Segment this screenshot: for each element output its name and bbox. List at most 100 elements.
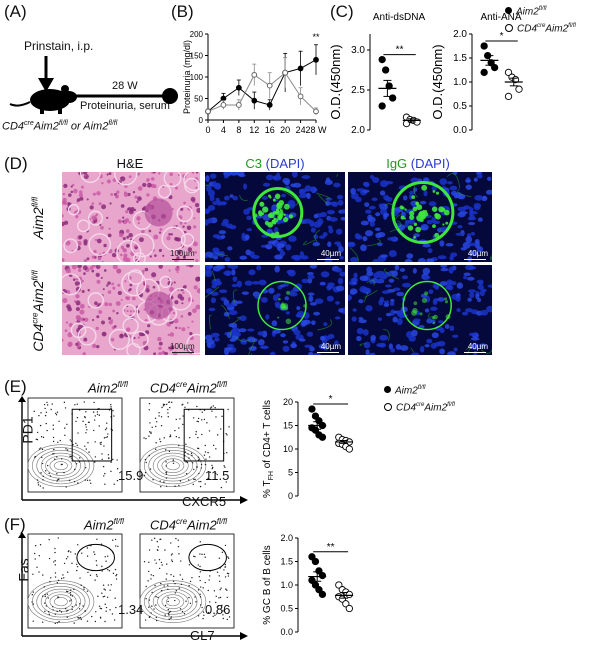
flow-event [46,401,48,404]
dapi-nucleus [229,172,238,176]
dapi-nucleus [365,209,372,214]
flow-event [207,611,210,614]
b-x-tick-label: 20 [280,125,290,135]
flow-event [167,416,169,418]
dapi-nucleus [457,224,463,229]
flow-event [198,575,200,578]
dapi-nucleus [327,241,332,248]
flow-event [76,403,78,405]
flow-event [219,596,222,599]
dot-y-tick-label: 0.0 [280,627,293,637]
flow-event [106,436,109,438]
legend-top: Aim2fl/fl CD4creAim2fl/fl [505,2,576,37]
he-nucleus [158,341,163,346]
fitc-signal [438,206,445,213]
dapi-nucleus [359,275,369,282]
flow-event [98,425,100,427]
he-nucleus [193,285,198,290]
flow-event [45,605,48,607]
dapi-nucleus [239,255,248,260]
dapi-nucleus [218,230,227,235]
dapi-nucleus [470,232,476,236]
flow-event [60,611,63,613]
he-nucleus [124,280,127,283]
flow-event [197,615,200,617]
dapi-nucleus [282,345,290,352]
flow-event [56,473,58,475]
he-tubule [108,328,130,350]
flow-contour [165,597,180,607]
flow-event [100,443,102,446]
dapi-nucleus [424,344,430,348]
flow-event [200,604,202,606]
flow-contour [152,452,193,479]
he-nucleus [96,344,100,349]
dapi-nucleus [252,291,261,298]
he-nucleus [76,316,82,322]
fitc-membrane [235,336,251,342]
flow-event [110,406,112,408]
dapi-nucleus [439,327,445,334]
he-nucleus [189,332,193,336]
timeline-endpoint [162,88,178,104]
he-nucleus [75,215,79,219]
c3-micrograph: 40µm [205,172,345,262]
dapi-nucleus [205,265,210,269]
he-nucleus [76,240,82,246]
fitc-signal [435,191,440,195]
flow-event [54,412,57,415]
flow-event [170,616,173,618]
dapi-nucleus [206,339,215,345]
flow-event [104,556,106,558]
flow-event [105,427,108,429]
flow-event [166,573,168,575]
dapi-nucleus [480,309,489,316]
fitc-membrane [366,280,375,286]
dot-y-axis-label: O.D.(450nm) [330,44,343,119]
he-nucleus [180,315,184,318]
he-nucleus [134,246,138,250]
flow-event [148,431,151,433]
flow-event [66,423,68,426]
he-nucleus [78,235,83,240]
he-nucleus [91,215,97,221]
he-nucleus [134,195,138,199]
fitc-signal [403,217,407,220]
flow-event [174,485,176,487]
flow-event [75,420,77,423]
micrograph-texture [205,265,345,355]
flow-event [40,447,42,449]
he-nucleus [123,253,128,258]
flow-event [203,454,206,456]
he-nucleus [129,283,133,287]
dapi-nucleus [390,298,395,303]
b-x-tick-label: 0 [205,125,210,135]
he-nucleus [111,252,117,258]
flow-event [150,612,152,614]
flow-event [86,620,89,622]
dapi-nucleus [205,175,210,182]
flow-event [85,411,87,413]
dapi-nucleus [368,205,376,210]
flow-event [52,440,55,443]
flow-event [188,564,191,566]
fitc-signal [432,190,436,193]
flow-event [168,611,170,614]
dapi-nucleus [301,278,310,284]
dapi-nucleus [426,338,433,344]
b-point [235,102,242,108]
he-nucleus [65,268,71,274]
he-nucleus [128,232,133,238]
he-nucleus [70,190,74,194]
flow-event [208,456,211,458]
flow-event [147,580,149,582]
flow-event [201,419,203,421]
d-title-he: H&E [116,156,144,171]
scale-bar [464,259,486,260]
he-nucleus [151,272,157,278]
flow-event [212,466,214,469]
treatment-label: Prinstain, i.p. [24,39,94,53]
flow-event [87,571,89,574]
flow-event [215,601,217,604]
b-point [220,102,227,108]
